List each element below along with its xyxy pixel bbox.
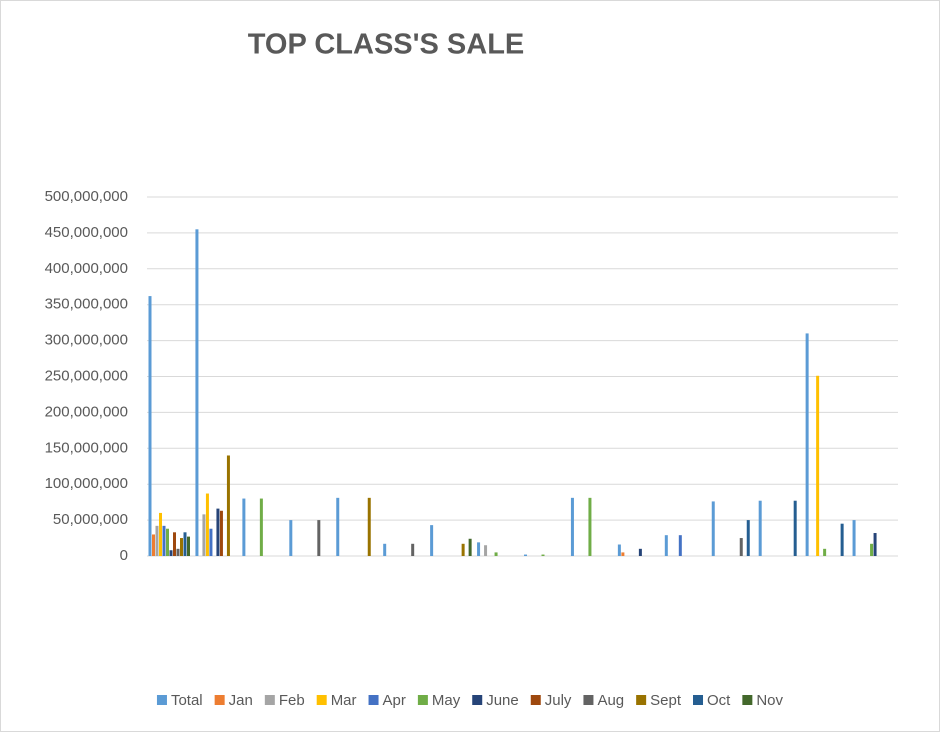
legend-swatch	[530, 695, 541, 705]
legend-swatch	[316, 695, 327, 705]
y-tick-label: 450,000,000	[45, 224, 128, 241]
bar	[411, 543, 415, 556]
legend-swatch	[156, 695, 167, 705]
bar	[205, 493, 209, 556]
bar	[166, 528, 169, 556]
legend-label: Mar	[331, 692, 357, 709]
y-tick-label: 500,000,000	[45, 188, 128, 205]
legend-label: July	[545, 692, 572, 709]
legend-label: Aug	[597, 692, 624, 709]
y-tick-label: 300,000,000	[45, 332, 128, 349]
bar	[524, 554, 527, 556]
bar	[152, 534, 155, 556]
bar	[570, 497, 574, 556]
bar	[155, 525, 159, 556]
bar	[541, 554, 545, 556]
y-tick-label: 100,000,000	[45, 475, 128, 492]
bar	[664, 535, 668, 556]
bar	[852, 520, 856, 556]
bar	[816, 375, 820, 556]
bar	[317, 520, 321, 556]
legend-label: Apr	[383, 692, 406, 709]
bar	[187, 536, 190, 556]
chart-title: TOP CLASS'S SALE	[248, 29, 525, 61]
bar	[468, 538, 472, 556]
bar	[746, 520, 750, 556]
bar	[588, 497, 592, 556]
legend-label: Oct	[707, 692, 731, 709]
bar	[176, 548, 180, 556]
bar	[621, 552, 625, 556]
bar	[793, 500, 797, 556]
bar	[870, 543, 874, 556]
bar	[805, 333, 809, 556]
bar	[226, 455, 230, 556]
bar	[823, 548, 827, 556]
y-tick-label: 150,000,000	[45, 439, 128, 456]
legend-swatch	[214, 695, 225, 705]
bar	[259, 498, 263, 556]
y-tick-label: 0	[120, 547, 128, 564]
legend-swatch	[417, 695, 428, 705]
bar	[617, 544, 621, 556]
bar	[148, 296, 152, 556]
bar	[461, 543, 465, 556]
legend-swatch	[368, 695, 379, 705]
y-tick-label: 350,000,000	[45, 296, 128, 313]
bar	[873, 533, 877, 556]
bar	[216, 508, 220, 556]
bar	[159, 512, 162, 556]
bar	[202, 514, 206, 556]
legend-label: Sept	[650, 692, 682, 709]
legend-swatch	[472, 695, 483, 705]
bar	[638, 548, 642, 556]
bar	[173, 532, 176, 556]
bar	[219, 510, 223, 556]
legend-label: Nov	[756, 692, 783, 709]
legend-swatch	[636, 695, 647, 705]
y-tick-label: 400,000,000	[45, 260, 128, 277]
legend-swatch	[583, 695, 594, 705]
bar	[195, 229, 199, 556]
bar	[336, 497, 340, 556]
bar	[711, 501, 715, 556]
bar	[242, 498, 246, 556]
y-tick-label: 250,000,000	[45, 367, 128, 384]
y-tick-label: 50,000,000	[53, 511, 128, 528]
bar	[477, 542, 481, 556]
bar	[289, 520, 293, 556]
bar	[739, 538, 743, 556]
bar	[494, 552, 498, 556]
legend-label: Jan	[229, 692, 253, 709]
legend-label: June	[486, 692, 519, 709]
bar	[758, 500, 762, 556]
legend-swatch	[693, 695, 704, 705]
legend-label: Total	[171, 692, 203, 709]
bar	[367, 497, 371, 556]
legend-label: Feb	[279, 692, 305, 709]
bar	[430, 525, 434, 556]
bar	[162, 525, 166, 556]
bar	[678, 535, 682, 556]
bar	[840, 523, 844, 556]
legend-swatch	[264, 695, 275, 705]
y-tick-label: 200,000,000	[45, 403, 128, 420]
bar	[169, 550, 173, 556]
legend-label: May	[432, 692, 461, 709]
bar	[180, 538, 183, 556]
bar	[484, 545, 488, 556]
bar	[209, 528, 213, 556]
bar	[383, 543, 387, 556]
legend-swatch	[742, 695, 753, 705]
bar	[183, 532, 187, 556]
